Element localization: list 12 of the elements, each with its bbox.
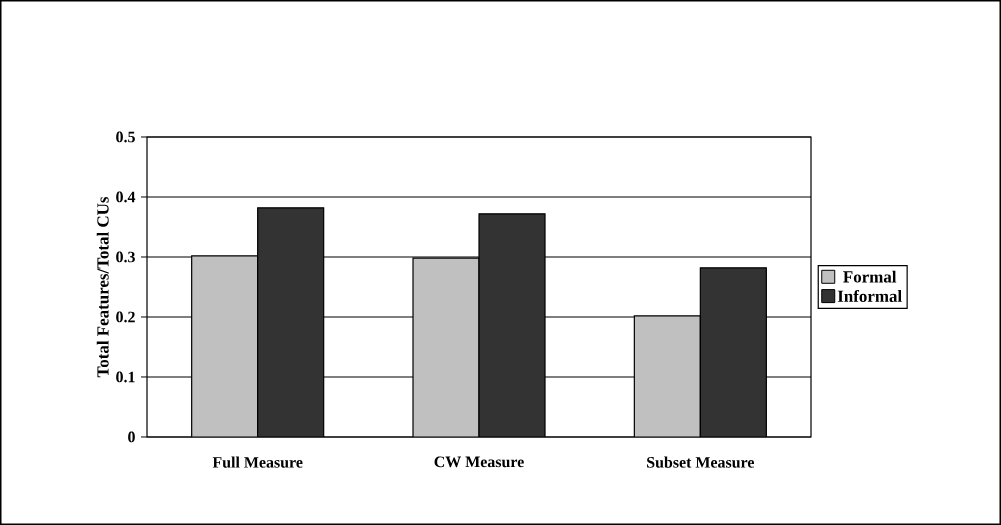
x-tick-label: CW Measure [434,456,524,468]
y-tick-label: 0.2 [116,311,135,323]
y-tick-label: 0 [128,431,135,443]
y-tick-label: 0.1 [116,371,135,383]
y-axis-title: Total Features/Total CUs [96,196,109,378]
y-tick-label: 0.4 [116,191,136,203]
legend-label: Informal [837,289,902,302]
y-tick-label: 0.3 [116,251,135,263]
x-tick-label: Full Measure [212,456,303,468]
x-tick-label: Subset Measure [647,456,755,468]
y-tick-label: 0.5 [116,131,135,143]
legend-label: Formal [843,270,897,283]
